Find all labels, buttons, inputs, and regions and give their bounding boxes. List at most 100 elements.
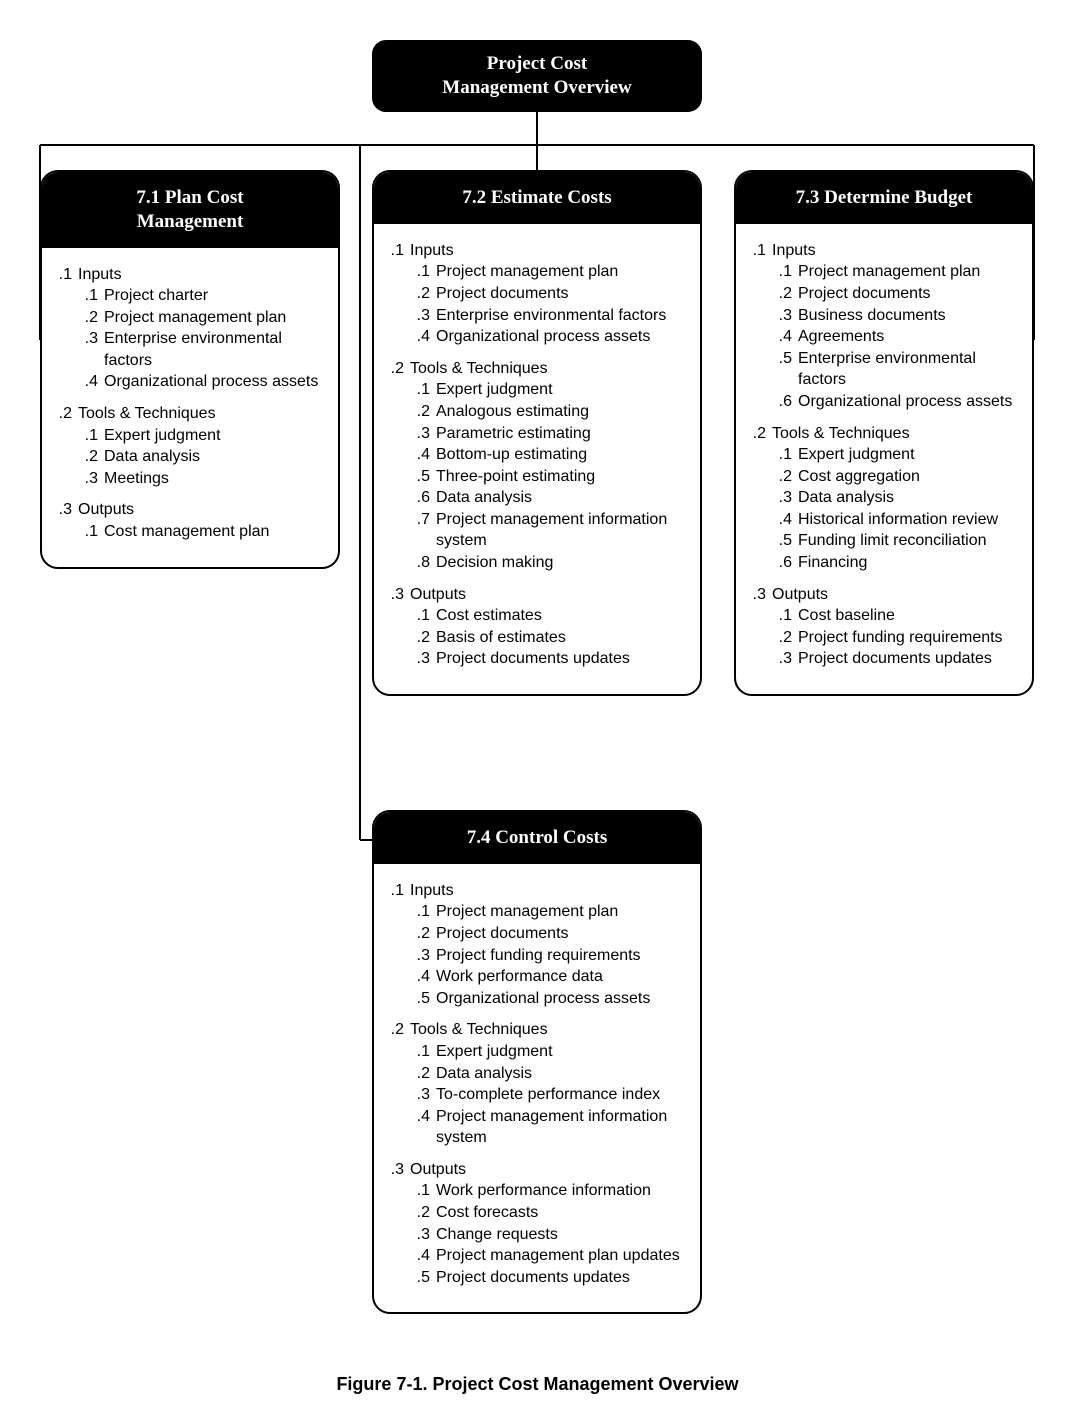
item-label: Cost aggregation: [798, 466, 1022, 488]
item-label: Three-point estimating: [436, 466, 690, 488]
item-number: .2: [410, 283, 436, 305]
section-item: .2Data analysis: [52, 446, 328, 468]
item-label: Organizational process assets: [436, 326, 690, 348]
card-section: .1Inputs.1Project management plan.2Proje…: [384, 240, 690, 348]
card-title-line: Management: [137, 211, 244, 232]
item-number: .1: [78, 285, 104, 307]
section-item: .1Project charter: [52, 285, 328, 307]
card-section: .3Outputs.1Cost baseline.2Project fundin…: [746, 584, 1022, 670]
root-title-box: Project Cost Management Overview: [372, 40, 702, 112]
item-label: Project documents: [436, 283, 690, 305]
item-number: .1: [410, 901, 436, 923]
section-label: Inputs: [410, 240, 690, 262]
item-number: .6: [772, 552, 798, 574]
card-section: .2Tools & Techniques.1Expert judgment.2C…: [746, 423, 1022, 574]
card-section: .1Inputs.1Project management plan.2Proje…: [384, 880, 690, 1010]
section-number: .1: [746, 240, 772, 262]
section-number: .2: [52, 403, 78, 425]
card-header: 7.3 Determine Budget: [736, 172, 1032, 224]
item-number: .3: [410, 1224, 436, 1246]
section-number: .1: [384, 240, 410, 262]
card-body: .1Inputs.1Project management plan.2Proje…: [374, 864, 700, 1313]
card-title-line: 7.4 Control Costs: [467, 827, 608, 848]
item-label: Meetings: [104, 468, 328, 490]
section-item: .1Project management plan: [384, 901, 690, 923]
item-label: Financing: [798, 552, 1022, 574]
item-label: Funding limit reconciliation: [798, 530, 1022, 552]
section-number: .2: [384, 1019, 410, 1041]
item-label: Cost baseline: [798, 605, 1022, 627]
item-number: .3: [772, 487, 798, 509]
card-body: .1Inputs.1Project charter .2 Project manag…: [42, 248, 338, 567]
item-number: .3: [410, 945, 436, 967]
item-label: Expert judgment: [104, 425, 328, 447]
card-section: .3Outputs.1Cost management plan: [52, 499, 328, 542]
section-label: Inputs: [78, 264, 328, 286]
item-label: Project documents: [436, 923, 690, 945]
section-item: .6Financing: [746, 552, 1022, 574]
card-section: .3Outputs.1Work performance information.…: [384, 1159, 690, 1289]
item-number: .2: [410, 1202, 436, 1224]
item-label: Analogous estimating: [436, 401, 690, 423]
diagram-canvas: Project Cost Management Overview 7.1 Pla…: [20, 40, 1055, 1395]
section-item: .1Cost estimates: [384, 605, 690, 627]
section-item: .2Cost aggregation: [746, 466, 1022, 488]
section-item: .7Project management information system: [384, 509, 690, 552]
section-item: .3Enterprise environmental factors: [52, 328, 328, 371]
item-number: .1: [772, 444, 798, 466]
process-card: 7.4 Control Costs .1Inputs.1Project manag…: [372, 810, 702, 1314]
item-label: Organizational process assets: [104, 371, 328, 393]
process-card: 7.3 Determine Budget.1Inputs.1Project ma…: [734, 170, 1034, 696]
section-number: .3: [746, 584, 772, 606]
section-number: .2: [746, 423, 772, 445]
item-label: Business documents: [798, 305, 1022, 327]
section-item: .4Project management information system: [384, 1106, 690, 1149]
section-label: Outputs: [410, 584, 690, 606]
section-heading: .1Inputs: [52, 264, 328, 286]
item-label: Project documents updates: [436, 1267, 690, 1289]
item-number: .3: [772, 648, 798, 670]
item-number: .1: [410, 605, 436, 627]
item-label: Project management plan: [798, 261, 1022, 283]
section-label: Tools & Techniques: [410, 358, 690, 380]
section-item: .5Funding limit reconciliation: [746, 530, 1022, 552]
item-number: .4: [410, 1106, 436, 1149]
item-number: .4: [78, 371, 104, 393]
item-number: .5: [772, 348, 798, 391]
card-body: .1Inputs.1Project management plan.2Proje…: [374, 224, 700, 694]
section-number: .1: [52, 264, 78, 286]
item-label: Project management plan: [436, 261, 690, 283]
item-number: .4: [772, 509, 798, 531]
item-label: Project management plan: [104, 307, 328, 329]
section-number: .3: [52, 499, 78, 521]
item-label: Project funding requirements: [798, 627, 1022, 649]
item-number: .3: [410, 305, 436, 327]
section-item: .1Work performance information: [384, 1180, 690, 1202]
item-label: Organizational process assets: [436, 988, 690, 1010]
section-item: .2Project documents: [384, 923, 690, 945]
section-item: .1Expert judgment: [746, 444, 1022, 466]
section-heading: .2Tools & Techniques: [746, 423, 1022, 445]
item-label: Data analysis: [798, 487, 1022, 509]
item-label: Historical information review: [798, 509, 1022, 531]
section-label: Inputs: [410, 880, 690, 902]
item-label: Agreements: [798, 326, 1022, 348]
section-label: Tools & Techniques: [410, 1019, 690, 1041]
section-item: .2Project funding requirements: [746, 627, 1022, 649]
item-number: .2: [772, 283, 798, 305]
item-number: .1: [772, 605, 798, 627]
section-item: .5Organizational process assets: [384, 988, 690, 1010]
card-body: .1Inputs.1Project management plan.2Proje…: [736, 224, 1032, 694]
item-label: Enterprise environmental factors: [436, 305, 690, 327]
section-item: .2Cost forecasts: [384, 1202, 690, 1224]
section-heading: .3Outputs: [52, 499, 328, 521]
section-item: .3Meetings: [52, 468, 328, 490]
section-item: .4Work performance data: [384, 966, 690, 988]
section-item: .6Organizational process assets: [746, 391, 1022, 413]
item-label: Project management information system: [436, 1106, 690, 1149]
section-item: .2Analogous estimating: [384, 401, 690, 423]
section-item: .5Enterprise environmental factors: [746, 348, 1022, 391]
item-label: Work performance data: [436, 966, 690, 988]
section-item: .2Basis of estimates: [384, 627, 690, 649]
section-item: .6Data analysis: [384, 487, 690, 509]
